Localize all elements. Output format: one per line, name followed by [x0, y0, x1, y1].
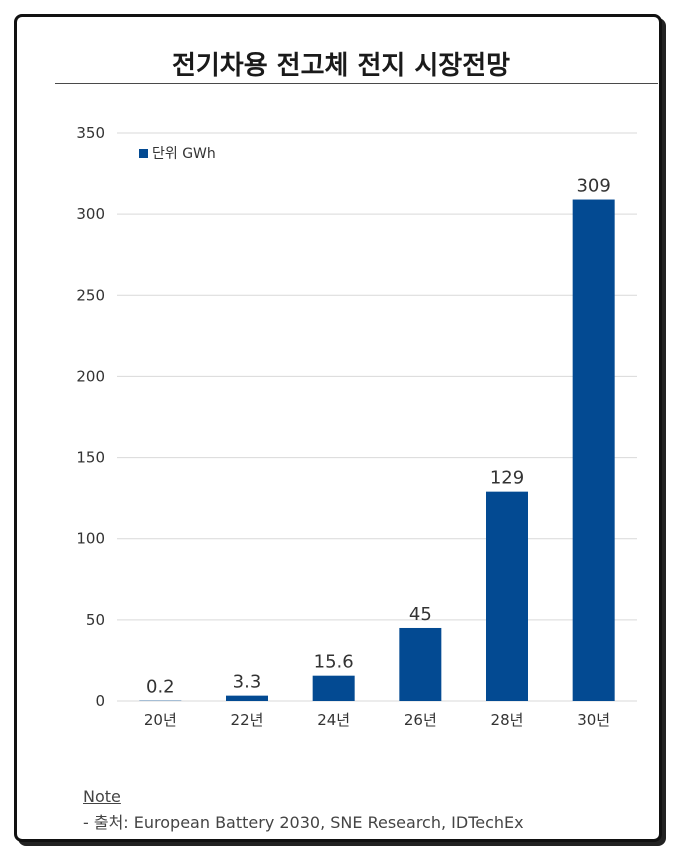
chart-frame: 전기차용 전고체 전지 시장전망 0 50 100 150 200 250 300 350 0… [14, 14, 662, 842]
note-label: Note [83, 787, 121, 806]
gridlines [117, 132, 637, 702]
y-axis-ticks: 0 50 100 150 200 250 300 350 [76, 124, 105, 710]
y-tick-label: 300 [76, 205, 105, 223]
x-tick-label: 24년 [317, 711, 350, 729]
x-tick-label: 26년 [404, 711, 437, 729]
bar [572, 199, 615, 701]
x-tick-label: 30년 [577, 711, 610, 729]
y-tick-label: 100 [76, 530, 105, 548]
y-tick-label: 0 [95, 692, 105, 710]
bar-chart: 0 50 100 150 200 250 300 350 0.2 3.3 15.6 45 129 309… [76, 124, 637, 729]
bars [139, 199, 615, 701]
x-tick-label: 20년 [144, 711, 177, 729]
bar [226, 695, 268, 701]
chart-title: 전기차용 전고체 전지 시장전망 [171, 51, 511, 81]
data-labels: 0.2 3.3 15.6 45 129 309 [146, 176, 611, 698]
legend: 단위 GWh [139, 146, 216, 162]
bar [399, 627, 442, 701]
y-tick-label: 200 [76, 367, 105, 385]
data-label: 129 [490, 468, 524, 489]
data-label: 0.2 [146, 677, 175, 698]
data-label: 15.6 [314, 652, 354, 673]
x-tick-label: 22년 [231, 711, 264, 729]
title-divider [55, 83, 658, 84]
bar [312, 675, 355, 701]
y-tick-label: 150 [76, 449, 105, 467]
data-label: 3.3 [233, 672, 262, 693]
y-tick-label: 50 [86, 611, 105, 629]
bar [486, 491, 528, 701]
data-label: 45 [409, 604, 432, 625]
legend-swatch [139, 149, 148, 158]
y-tick-label: 250 [76, 286, 105, 304]
note-source: - 출처: European Battery 2030, SNE Researc… [83, 813, 524, 832]
y-tick-label: 350 [76, 124, 105, 142]
x-tick-label: 28년 [491, 711, 524, 729]
data-label: 309 [576, 176, 610, 197]
x-axis-ticks: 20년 22년 24년 26년 28년 30년 [144, 711, 610, 729]
legend-label: 단위 GWh [152, 146, 216, 162]
